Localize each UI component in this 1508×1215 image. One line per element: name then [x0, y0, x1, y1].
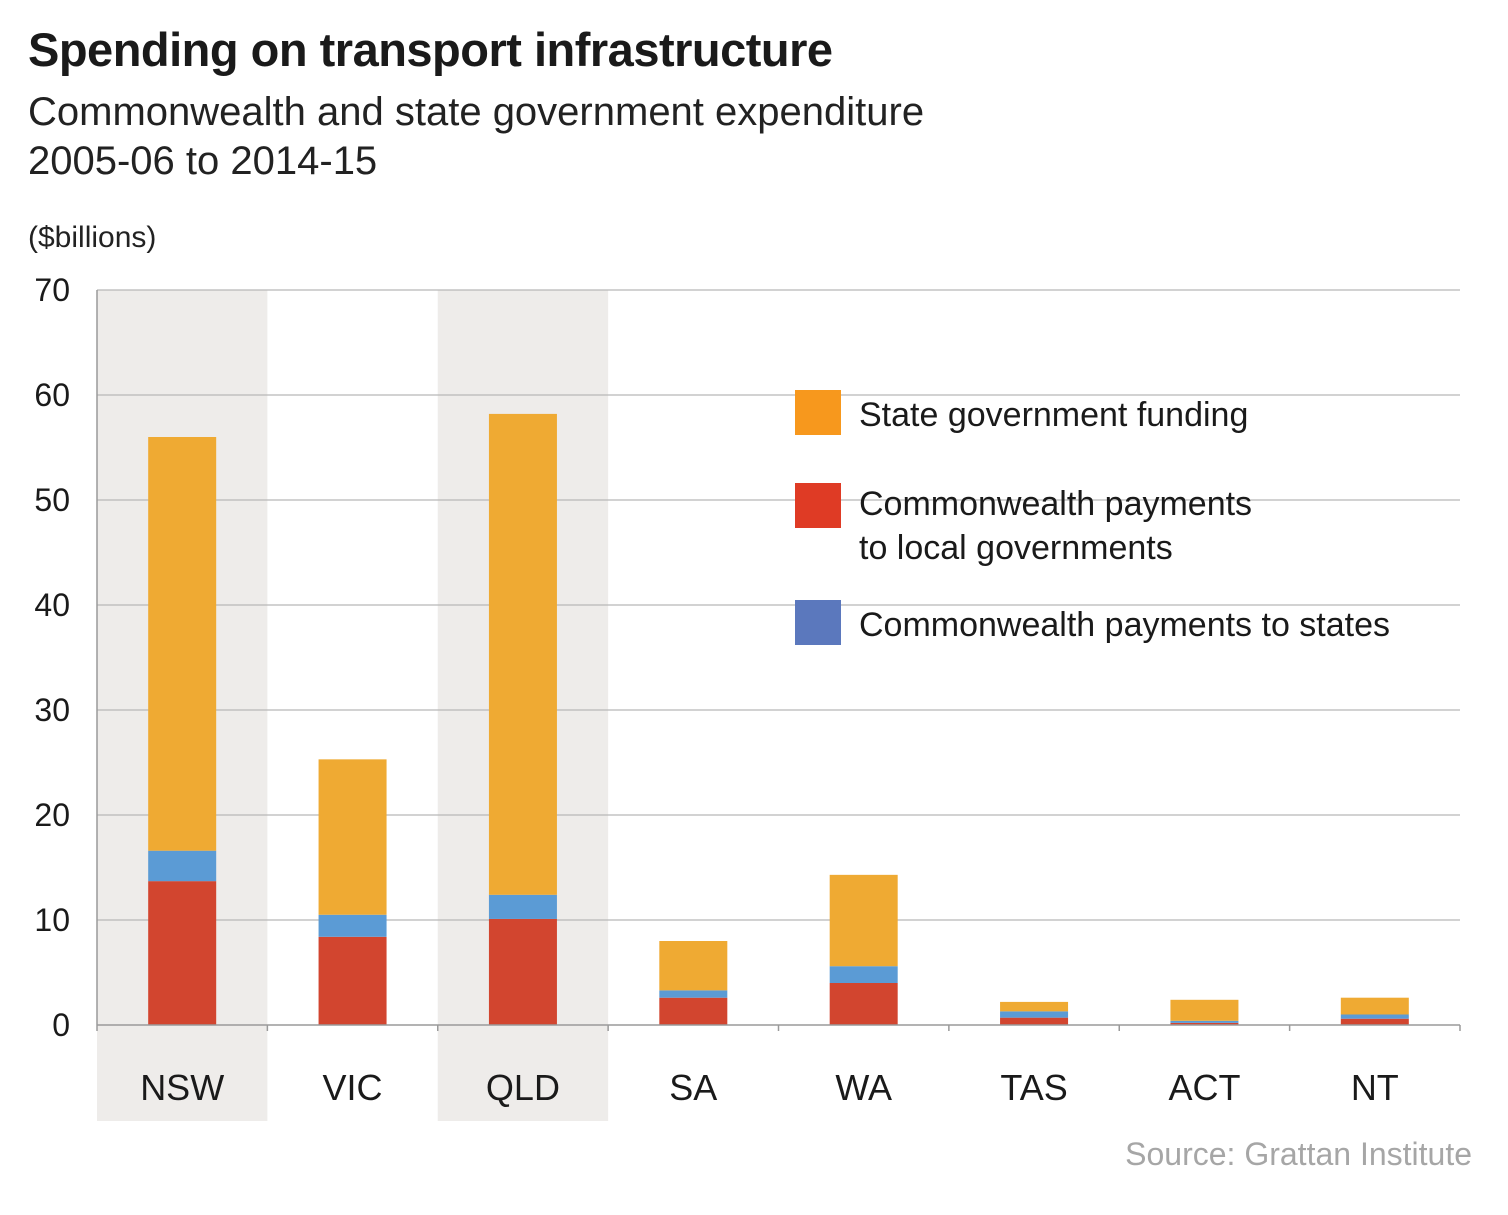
bar-segment-act-series-0 — [1170, 1022, 1239, 1025]
bar-segment-qld-series-0 — [488, 918, 557, 1025]
bar-segment-vic-series-0 — [318, 936, 387, 1025]
bar-segment-nt-series-2 — [1340, 997, 1409, 1015]
x-tick-label: VIC — [323, 1067, 383, 1108]
bar-segment-qld-series-1 — [488, 894, 557, 919]
bars — [148, 413, 1409, 1025]
y-tick-label: 30 — [34, 692, 70, 728]
legend-label: Commonwealth payments — [859, 485, 1252, 523]
legend-swatch — [795, 483, 841, 528]
x-tick-label: WA — [835, 1067, 892, 1108]
bar-segment-tas-series-2 — [1000, 1001, 1069, 1012]
legend: State government funding Commonwealth pay… — [795, 390, 1390, 645]
bar-segment-wa-series-2 — [829, 874, 898, 967]
legend-label: Commonwealth payments to states — [859, 606, 1390, 644]
x-tick-label: QLD — [486, 1067, 560, 1108]
bar-segment-wa-series-1 — [829, 966, 898, 983]
bar-segment-tas-series-0 — [1000, 1017, 1069, 1025]
y-tick-label: 60 — [34, 377, 70, 413]
y-tick-label: 50 — [34, 482, 70, 518]
y-tick-label: 0 — [52, 1007, 70, 1043]
bar-segment-vic-series-2 — [318, 759, 387, 915]
bar-segment-nt-series-1 — [1340, 1014, 1409, 1019]
subtitle-line-1: Commonwealth and state government expend… — [28, 90, 925, 134]
bar-segment-sa-series-1 — [659, 990, 728, 998]
y-tick-label: 70 — [34, 272, 70, 308]
legend-swatch — [795, 600, 841, 645]
bar-segment-act-series-2 — [1170, 999, 1239, 1021]
subtitle-line-2: 2005-06 to 2014-15 — [28, 139, 378, 183]
bar-segment-wa-series-0 — [829, 983, 898, 1025]
bar-segment-nt-series-0 — [1340, 1018, 1409, 1025]
bar-segment-tas-series-1 — [1000, 1011, 1069, 1018]
source-note: Source: Grattan Institute — [1125, 1136, 1472, 1172]
bar-segment-qld-series-2 — [488, 413, 557, 895]
bar-segment-nsw-series-1 — [148, 850, 217, 882]
y-tick-label: 20 — [34, 797, 70, 833]
axes: 0 10 20 30 40 50 60 70 NSW VIC QLD SA WA TAS ACT NT — [34, 272, 1461, 1108]
bar-segment-sa-series-0 — [659, 997, 728, 1025]
x-tick-label: SA — [669, 1067, 717, 1108]
chart-subtitle: Commonwealth and state government expend… — [28, 88, 924, 186]
bar-segment-nsw-series-0 — [148, 881, 217, 1025]
y-axis-unit-label: ($billions) — [28, 221, 157, 254]
x-tick-label: TAS — [1000, 1067, 1067, 1108]
y-tick-label: 40 — [34, 587, 70, 623]
gridlines — [97, 289, 1460, 921]
bar-segment-sa-series-2 — [659, 941, 728, 991]
legend-label: to local governments — [859, 529, 1173, 567]
x-tick-label: NT — [1351, 1067, 1399, 1108]
x-tick-label: ACT — [1168, 1067, 1240, 1108]
legend-swatch — [795, 390, 841, 435]
bar-segment-vic-series-1 — [318, 914, 387, 937]
bar-segment-nsw-series-2 — [148, 437, 217, 851]
y-tick-label: 10 — [34, 902, 70, 938]
legend-label: State government funding — [859, 396, 1248, 434]
chart-title: Spending on transport infrastructure — [28, 23, 833, 76]
x-tick-label: NSW — [140, 1067, 224, 1108]
bar-segment-act-series-1 — [1170, 1020, 1239, 1023]
